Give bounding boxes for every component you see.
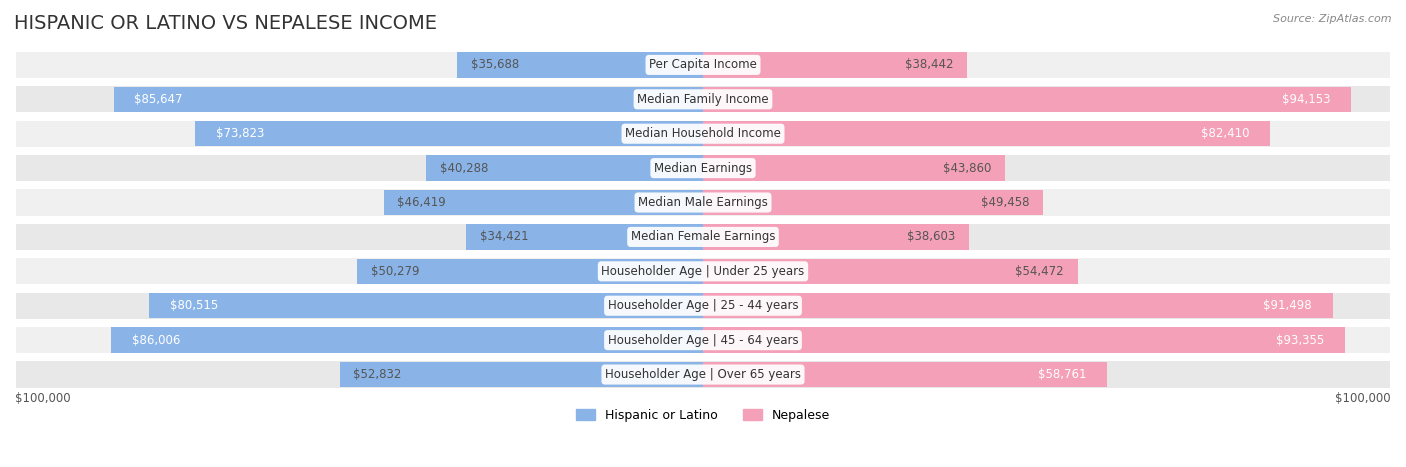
FancyBboxPatch shape bbox=[703, 190, 1043, 215]
Text: HISPANIC OR LATINO VS NEPALESE INCOME: HISPANIC OR LATINO VS NEPALESE INCOME bbox=[14, 14, 437, 33]
Text: $91,498: $91,498 bbox=[1263, 299, 1312, 312]
FancyBboxPatch shape bbox=[15, 223, 1391, 251]
Text: Median Household Income: Median Household Income bbox=[626, 127, 780, 140]
Text: $100,000: $100,000 bbox=[1336, 392, 1391, 405]
FancyBboxPatch shape bbox=[467, 224, 703, 250]
Text: $38,442: $38,442 bbox=[905, 58, 953, 71]
Text: Householder Age | Under 25 years: Householder Age | Under 25 years bbox=[602, 265, 804, 278]
Text: $34,421: $34,421 bbox=[479, 230, 529, 243]
FancyBboxPatch shape bbox=[195, 121, 703, 147]
FancyBboxPatch shape bbox=[703, 224, 969, 250]
Text: Householder Age | 25 - 44 years: Householder Age | 25 - 44 years bbox=[607, 299, 799, 312]
Text: Median Male Earnings: Median Male Earnings bbox=[638, 196, 768, 209]
FancyBboxPatch shape bbox=[15, 291, 1391, 320]
FancyBboxPatch shape bbox=[703, 52, 967, 78]
Text: $49,458: $49,458 bbox=[981, 196, 1029, 209]
FancyBboxPatch shape bbox=[15, 51, 1391, 79]
FancyBboxPatch shape bbox=[15, 154, 1391, 182]
Text: $50,279: $50,279 bbox=[371, 265, 419, 278]
Text: $35,688: $35,688 bbox=[471, 58, 519, 71]
Text: $86,006: $86,006 bbox=[132, 333, 180, 347]
Text: Householder Age | 45 - 64 years: Householder Age | 45 - 64 years bbox=[607, 333, 799, 347]
Text: $82,410: $82,410 bbox=[1201, 127, 1250, 140]
Text: Householder Age | Over 65 years: Householder Age | Over 65 years bbox=[605, 368, 801, 381]
FancyBboxPatch shape bbox=[457, 52, 703, 78]
Text: $80,515: $80,515 bbox=[170, 299, 218, 312]
Text: $73,823: $73,823 bbox=[215, 127, 264, 140]
FancyBboxPatch shape bbox=[339, 362, 703, 387]
FancyBboxPatch shape bbox=[114, 86, 703, 112]
Text: Median Female Earnings: Median Female Earnings bbox=[631, 230, 775, 243]
FancyBboxPatch shape bbox=[703, 259, 1078, 284]
FancyBboxPatch shape bbox=[357, 259, 703, 284]
FancyBboxPatch shape bbox=[15, 326, 1391, 354]
Text: $58,761: $58,761 bbox=[1038, 368, 1087, 381]
FancyBboxPatch shape bbox=[703, 156, 1005, 181]
FancyBboxPatch shape bbox=[703, 362, 1108, 387]
Text: Per Capita Income: Per Capita Income bbox=[650, 58, 756, 71]
FancyBboxPatch shape bbox=[384, 190, 703, 215]
FancyBboxPatch shape bbox=[15, 85, 1391, 113]
Text: $54,472: $54,472 bbox=[1015, 265, 1064, 278]
FancyBboxPatch shape bbox=[149, 293, 703, 318]
Text: $94,153: $94,153 bbox=[1282, 93, 1330, 106]
Text: $93,355: $93,355 bbox=[1277, 333, 1324, 347]
FancyBboxPatch shape bbox=[703, 121, 1270, 147]
Text: $85,647: $85,647 bbox=[135, 93, 183, 106]
Legend: Hispanic or Latino, Nepalese: Hispanic or Latino, Nepalese bbox=[571, 404, 835, 427]
Text: $46,419: $46,419 bbox=[398, 196, 446, 209]
Text: $38,603: $38,603 bbox=[907, 230, 955, 243]
FancyBboxPatch shape bbox=[111, 327, 703, 353]
Text: Median Earnings: Median Earnings bbox=[654, 162, 752, 175]
FancyBboxPatch shape bbox=[426, 156, 703, 181]
FancyBboxPatch shape bbox=[703, 293, 1333, 318]
Text: Median Family Income: Median Family Income bbox=[637, 93, 769, 106]
Text: Source: ZipAtlas.com: Source: ZipAtlas.com bbox=[1274, 14, 1392, 24]
FancyBboxPatch shape bbox=[15, 361, 1391, 389]
FancyBboxPatch shape bbox=[15, 120, 1391, 148]
Text: $40,288: $40,288 bbox=[440, 162, 488, 175]
FancyBboxPatch shape bbox=[703, 86, 1351, 112]
FancyBboxPatch shape bbox=[703, 327, 1346, 353]
Text: $100,000: $100,000 bbox=[15, 392, 70, 405]
FancyBboxPatch shape bbox=[15, 188, 1391, 217]
FancyBboxPatch shape bbox=[15, 257, 1391, 285]
Text: $43,860: $43,860 bbox=[942, 162, 991, 175]
Text: $52,832: $52,832 bbox=[353, 368, 402, 381]
